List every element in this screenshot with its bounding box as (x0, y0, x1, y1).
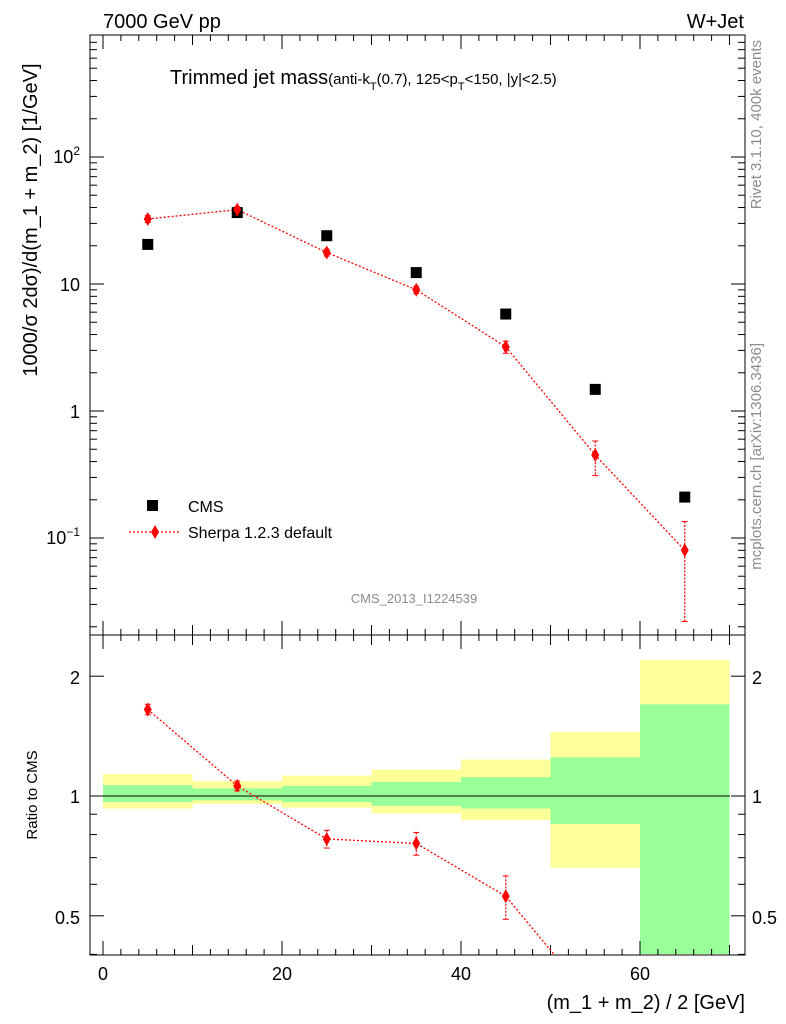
ratio-band-green-0 (103, 785, 193, 803)
sherpa-point (143, 211, 152, 226)
subtitle-part-4: <150, |y|<2.5) (465, 71, 557, 88)
ratio-y-tick-label-right-0.5: 0.5 (752, 908, 777, 928)
ratio-y-axis-label: Ratio to CMS (24, 750, 41, 839)
ratio-sherpa-point (501, 889, 510, 904)
x-tick-label-60: 60 (630, 964, 650, 984)
legend-cms-label: CMS (188, 499, 224, 516)
sherpa-point (501, 339, 510, 354)
ratio-y-tick-label-1: 1 (70, 787, 80, 807)
ratio-sherpa-point (233, 778, 242, 793)
x-tick-labels: 0 20 40 60 (98, 964, 650, 984)
ratio-y-tick-labels: 2 1 0.5 2 1 0.5 (55, 668, 777, 928)
subtitle-part-1: T (370, 81, 377, 93)
legend-cms-marker (147, 500, 158, 511)
legend: CMS Sherpa 1.2.3 default (129, 499, 333, 542)
sherpa-point (322, 245, 331, 260)
main-y-tick-label-100: 102 (53, 144, 80, 167)
main-data-marks (142, 202, 691, 623)
header-energy: 7000 GeV pp (103, 11, 221, 33)
mcplots-reference-label: mcplots.cern.ch [arXiv:1306.3436] (748, 343, 765, 570)
ratio-band-green-2 (282, 785, 372, 803)
rivet-version-label: Rivet 3.1.10, 400k events (748, 40, 765, 209)
main-plot-frame (89, 34, 746, 636)
subtitle-part-3: T (458, 81, 465, 93)
ratio-uncertainty-bands (103, 659, 730, 954)
sherpa-point (412, 282, 421, 297)
legend-sherpa-marker (151, 525, 159, 539)
cms-point (410, 267, 422, 279)
subtitle-part-0: (anti-k (328, 71, 370, 88)
cms-point (321, 230, 333, 242)
analysis-watermark: CMS_2013_I1224539 (351, 591, 478, 606)
ratio-y-tick-label-right-1: 1 (752, 787, 762, 807)
cms-point (589, 383, 601, 395)
legend-sherpa-label: Sherpa 1.2.3 default (188, 525, 333, 542)
ratio-plot-frame (89, 634, 746, 956)
plot-title: Trimmed jet mass(anti-kT(0.7), 125<pT<15… (170, 67, 557, 93)
sherpa-line (147, 208, 686, 551)
ratio-y-tick-label-right-2: 2 (752, 668, 762, 688)
cms-point (500, 308, 512, 320)
ratio-band-green-4 (461, 777, 551, 809)
cms-point (679, 491, 691, 503)
ratio-sherpa-point (412, 836, 421, 851)
subtitle-part-2: (0.7), 125<p (377, 71, 458, 88)
ratio-data-marks (143, 702, 555, 954)
ratio-band-green-5 (550, 757, 640, 825)
x-axis-label: (m_1 + m_2) / 2 [GeV] (547, 992, 745, 1014)
x-tick-label-20: 20 (272, 964, 292, 984)
sherpa-point (680, 543, 689, 558)
sherpa-point (233, 202, 242, 217)
cms-point (142, 238, 154, 250)
title-main: Trimmed jet mass (170, 67, 328, 89)
ratio-y-tick-label-0.5: 0.5 (55, 908, 80, 928)
ratio-band-green-1 (192, 788, 282, 801)
main-y-tick-label-10: 10 (60, 275, 80, 295)
ratio-band-green-3 (371, 781, 461, 806)
ratio-y-tick-label-2: 2 (70, 668, 80, 688)
ratio-sherpa-point (322, 831, 331, 846)
main-y-tick-labels: 102 10 1 10−1 (46, 144, 80, 548)
x-tick-label-40: 40 (451, 964, 471, 984)
axis-ticks (90, 35, 745, 955)
x-tick-label-0: 0 (98, 964, 108, 984)
header-process: W+Jet (687, 11, 745, 33)
main-y-axis-label: 1000/σ 2dσ)/d(m_1 + m_2) [1/GeV] (20, 63, 42, 376)
main-y-tick-label-0.1: 10−1 (46, 525, 80, 548)
main-y-tick-label-1: 1 (70, 402, 80, 422)
ratio-sherpa-point (143, 702, 152, 717)
sherpa-point (591, 448, 600, 463)
ratio-band-green-6 (640, 704, 730, 954)
